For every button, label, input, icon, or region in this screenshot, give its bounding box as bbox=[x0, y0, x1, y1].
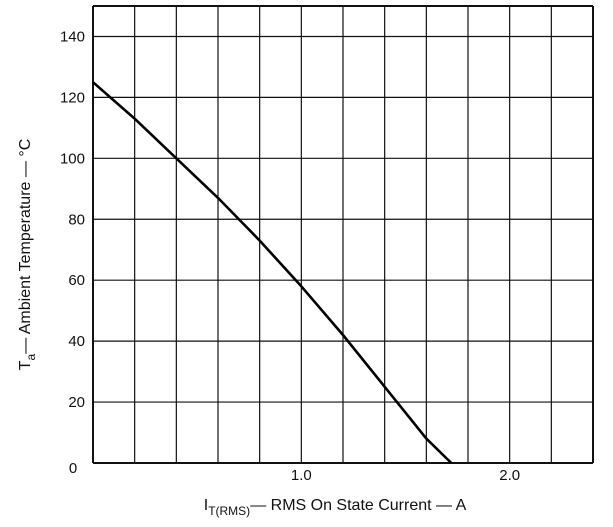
gridlines bbox=[92, 5, 594, 464]
y-tick-labels: 20 40 60 80 100 120 140 bbox=[60, 28, 85, 411]
y-tick-label: 140 bbox=[60, 28, 85, 45]
x-tick-labels: 0 1.0 2.0 bbox=[69, 460, 520, 484]
y-tick-label: 80 bbox=[68, 211, 85, 228]
series-layer bbox=[92, 81, 453, 464]
y-tick-label: 100 bbox=[60, 150, 85, 167]
y-tick-label: 40 bbox=[68, 333, 85, 350]
series-line bbox=[92, 81, 453, 464]
x-tick-label: 2.0 bbox=[499, 467, 520, 484]
y-tick-label: 20 bbox=[68, 394, 85, 411]
x-axis-title: IT(RMS)— RMS On State Current — A bbox=[204, 497, 467, 518]
x-tick-label: 0 bbox=[69, 460, 77, 477]
x-tick-label: 1.0 bbox=[291, 467, 312, 484]
y-axis-title: Ta— Ambient Temperature — °C bbox=[17, 139, 38, 371]
y-tick-label: 60 bbox=[68, 272, 85, 289]
y-tick-label: 120 bbox=[60, 89, 85, 106]
